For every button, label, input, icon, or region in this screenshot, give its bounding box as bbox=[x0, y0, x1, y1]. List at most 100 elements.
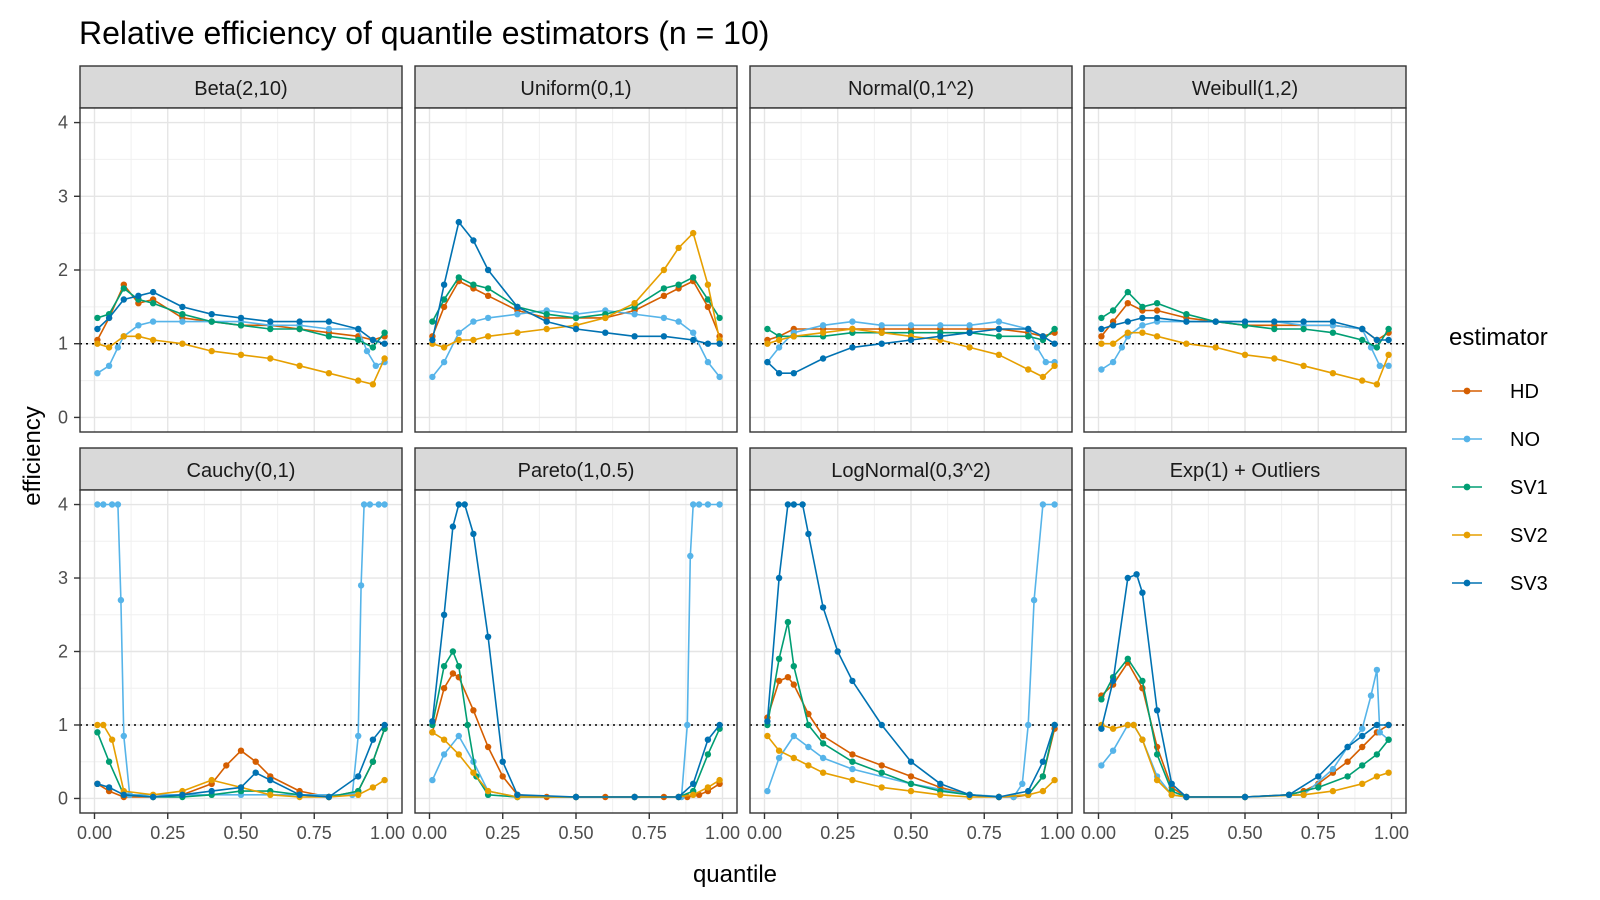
legend-label: SV3 bbox=[1510, 573, 1548, 595]
data-point-sv2 bbox=[1183, 340, 1190, 347]
data-point-sv2 bbox=[179, 340, 186, 347]
data-point-sv1 bbox=[455, 663, 462, 670]
data-point-sv3 bbox=[1241, 318, 1249, 325]
data-point-sv2 bbox=[966, 344, 973, 351]
data-point-sv1 bbox=[1373, 751, 1381, 758]
data-point-sv3 bbox=[775, 370, 783, 377]
data-point-sv3 bbox=[1385, 336, 1392, 344]
data-point-sv1 bbox=[790, 663, 797, 670]
data-point-no bbox=[100, 501, 107, 508]
grid bbox=[750, 490, 1072, 813]
data-point-no bbox=[1025, 721, 1032, 729]
data-point-sv3 bbox=[1344, 743, 1351, 751]
x-tick-label: 1.00 bbox=[370, 823, 405, 843]
x-tick-label: 0.75 bbox=[1301, 823, 1336, 843]
data-point-sv3 bbox=[105, 784, 113, 791]
data-point-sv3 bbox=[237, 784, 245, 791]
data-point-sv3 bbox=[764, 718, 771, 725]
data-point-sv2 bbox=[1385, 351, 1392, 358]
data-point-sv3 bbox=[149, 793, 157, 801]
x-tick-label: 0.25 bbox=[820, 823, 855, 843]
data-point-sv2 bbox=[1300, 791, 1307, 798]
data-point-sv2 bbox=[849, 776, 856, 784]
series-sv3 bbox=[94, 288, 388, 347]
data-point-sv1 bbox=[1051, 325, 1058, 333]
y-axis-title: efficiency bbox=[19, 406, 46, 506]
y-tick-label: 3 bbox=[58, 186, 68, 206]
data-point-no bbox=[1098, 762, 1105, 769]
series-line-sv3 bbox=[97, 724, 386, 798]
data-point-sv2 bbox=[1051, 362, 1058, 369]
data-point-sv2 bbox=[1124, 721, 1132, 729]
x-tick-label: 0.75 bbox=[632, 823, 667, 843]
data-point-no bbox=[440, 751, 448, 758]
panel-strip bbox=[79, 447, 403, 491]
data-point-no bbox=[849, 318, 856, 325]
data-point-sv2 bbox=[907, 787, 915, 795]
data-point-sv1 bbox=[1153, 300, 1161, 307]
panel-normal-0-1-2: Normal(0,1^2) bbox=[749, 65, 1073, 433]
data-point-sv1 bbox=[1025, 333, 1032, 340]
data-point-sv1 bbox=[716, 314, 723, 322]
x-tick-label: 0.25 bbox=[150, 823, 185, 843]
data-point-sv3 bbox=[1039, 333, 1047, 340]
panel-strip bbox=[1083, 447, 1407, 491]
data-point-sv2 bbox=[120, 333, 128, 340]
data-point-sv3 bbox=[499, 758, 506, 765]
data-point-sv1 bbox=[1098, 696, 1105, 703]
series-sv2 bbox=[429, 229, 723, 351]
data-point-sv3 bbox=[179, 791, 186, 798]
data-point-no bbox=[716, 501, 723, 508]
data-point-hd bbox=[1344, 758, 1351, 765]
data-point-sv3 bbox=[1039, 758, 1047, 765]
grid bbox=[750, 108, 1072, 432]
data-point-no bbox=[937, 322, 944, 329]
data-point-sv3 bbox=[1359, 732, 1366, 740]
panel-title: Cauchy(0,1) bbox=[187, 460, 296, 482]
data-point-sv2 bbox=[1139, 736, 1146, 743]
data-point-no bbox=[360, 501, 368, 508]
data-point-sv2 bbox=[849, 325, 856, 333]
data-point-sv1 bbox=[675, 281, 682, 288]
legend-entry-sv1: SV1 bbox=[1452, 477, 1548, 499]
data-point-no bbox=[1051, 501, 1058, 508]
data-point-sv2 bbox=[440, 344, 448, 351]
data-point-sv3 bbox=[267, 776, 274, 784]
data-point-no bbox=[695, 501, 703, 508]
data-point-sv1 bbox=[907, 780, 915, 787]
data-point-sv2 bbox=[369, 381, 377, 388]
data-point-sv1 bbox=[1183, 311, 1190, 318]
data-point-sv2 bbox=[108, 736, 116, 743]
data-point-sv1 bbox=[105, 758, 113, 765]
data-point-sv3 bbox=[1139, 314, 1146, 322]
data-point-sv2 bbox=[543, 325, 550, 333]
legend-title: estimator bbox=[1449, 324, 1548, 351]
data-point-sv2 bbox=[1168, 791, 1175, 798]
data-point-sv3 bbox=[602, 329, 609, 336]
data-point-no bbox=[878, 322, 885, 329]
data-point-sv3 bbox=[1139, 589, 1146, 596]
data-point-sv1 bbox=[440, 663, 448, 670]
data-point-sv1 bbox=[369, 758, 377, 765]
data-point-no bbox=[455, 732, 462, 740]
data-point-no bbox=[1039, 501, 1047, 508]
data-point-no bbox=[819, 754, 827, 762]
data-point-sv3 bbox=[543, 318, 550, 325]
data-point-sv3 bbox=[1285, 791, 1293, 798]
data-point-hd bbox=[440, 303, 448, 311]
data-point-sv2 bbox=[135, 333, 142, 340]
y-tick-label: 4 bbox=[58, 495, 68, 515]
data-point-sv3 bbox=[514, 303, 521, 311]
data-point-sv2 bbox=[1329, 370, 1337, 377]
data-point-sv2 bbox=[878, 329, 885, 336]
data-point-no bbox=[1359, 725, 1366, 732]
data-point-no bbox=[1376, 362, 1384, 369]
data-point-sv2 bbox=[995, 351, 1003, 358]
data-point-sv1 bbox=[1139, 303, 1146, 311]
data-point-hd bbox=[470, 707, 477, 714]
data-point-sv2 bbox=[775, 336, 783, 344]
data-point-sv2 bbox=[704, 784, 712, 791]
series-sv3 bbox=[1098, 314, 1392, 344]
data-point-sv3 bbox=[1168, 780, 1175, 787]
data-point-no bbox=[775, 344, 783, 351]
